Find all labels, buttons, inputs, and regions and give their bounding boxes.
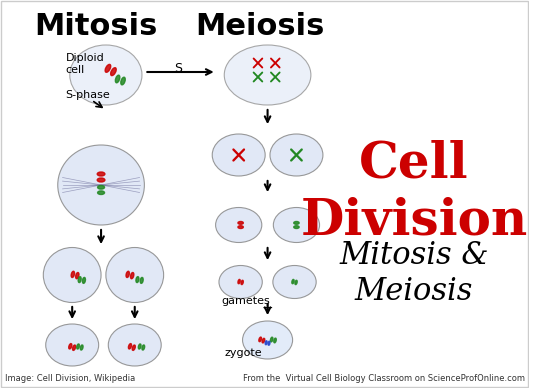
Ellipse shape — [128, 344, 131, 349]
Ellipse shape — [274, 338, 276, 343]
Ellipse shape — [271, 337, 273, 342]
Ellipse shape — [132, 345, 135, 350]
Text: From the  Virtual Cell Biology Classroom on ScienceProfOnline.com: From the Virtual Cell Biology Classroom … — [243, 374, 525, 383]
Ellipse shape — [46, 324, 98, 366]
Ellipse shape — [58, 145, 144, 225]
Ellipse shape — [212, 134, 265, 176]
Ellipse shape — [238, 279, 240, 284]
Ellipse shape — [71, 271, 75, 277]
Ellipse shape — [136, 277, 139, 282]
Ellipse shape — [80, 345, 83, 350]
Ellipse shape — [224, 45, 311, 105]
Ellipse shape — [142, 345, 145, 350]
Ellipse shape — [270, 134, 323, 176]
Ellipse shape — [138, 344, 141, 349]
Ellipse shape — [130, 272, 134, 279]
Ellipse shape — [262, 338, 265, 343]
Text: Diploid
cell: Diploid cell — [65, 53, 104, 74]
Ellipse shape — [111, 68, 116, 76]
Ellipse shape — [259, 337, 261, 342]
Ellipse shape — [97, 185, 104, 189]
Ellipse shape — [43, 248, 101, 303]
Text: S: S — [174, 62, 182, 76]
Text: S-phase: S-phase — [65, 90, 110, 100]
Text: zygote: zygote — [224, 348, 262, 358]
Ellipse shape — [273, 208, 320, 242]
Ellipse shape — [97, 172, 105, 176]
Text: Mitosis &
Meiosis: Mitosis & Meiosis — [339, 240, 488, 307]
Ellipse shape — [97, 178, 105, 182]
Text: Image: Cell Division, Wikipedia: Image: Cell Division, Wikipedia — [5, 374, 135, 383]
Ellipse shape — [106, 248, 164, 303]
Ellipse shape — [238, 226, 243, 229]
Text: Mitosis: Mitosis — [35, 12, 158, 41]
Ellipse shape — [292, 279, 294, 284]
Text: gametes: gametes — [221, 296, 270, 306]
Text: Cell
Division: Cell Division — [300, 140, 527, 246]
Ellipse shape — [73, 345, 76, 350]
Ellipse shape — [295, 280, 297, 284]
Ellipse shape — [243, 321, 293, 359]
Ellipse shape — [116, 75, 120, 83]
Ellipse shape — [126, 271, 129, 277]
Text: Meiosis: Meiosis — [195, 12, 324, 41]
Ellipse shape — [238, 222, 243, 224]
Ellipse shape — [121, 77, 125, 85]
Ellipse shape — [241, 280, 243, 284]
Ellipse shape — [97, 191, 104, 194]
Ellipse shape — [216, 208, 262, 242]
Ellipse shape — [265, 341, 267, 345]
Ellipse shape — [294, 226, 299, 229]
Ellipse shape — [219, 265, 262, 298]
Ellipse shape — [76, 344, 79, 349]
Ellipse shape — [82, 277, 85, 283]
Ellipse shape — [105, 64, 111, 72]
Ellipse shape — [273, 265, 316, 298]
Ellipse shape — [78, 277, 81, 282]
Text: +: + — [262, 301, 273, 315]
Ellipse shape — [268, 341, 270, 345]
Ellipse shape — [75, 272, 79, 279]
Ellipse shape — [140, 277, 143, 283]
Ellipse shape — [70, 45, 142, 105]
Ellipse shape — [69, 344, 72, 349]
Ellipse shape — [294, 222, 299, 224]
Ellipse shape — [108, 324, 161, 366]
